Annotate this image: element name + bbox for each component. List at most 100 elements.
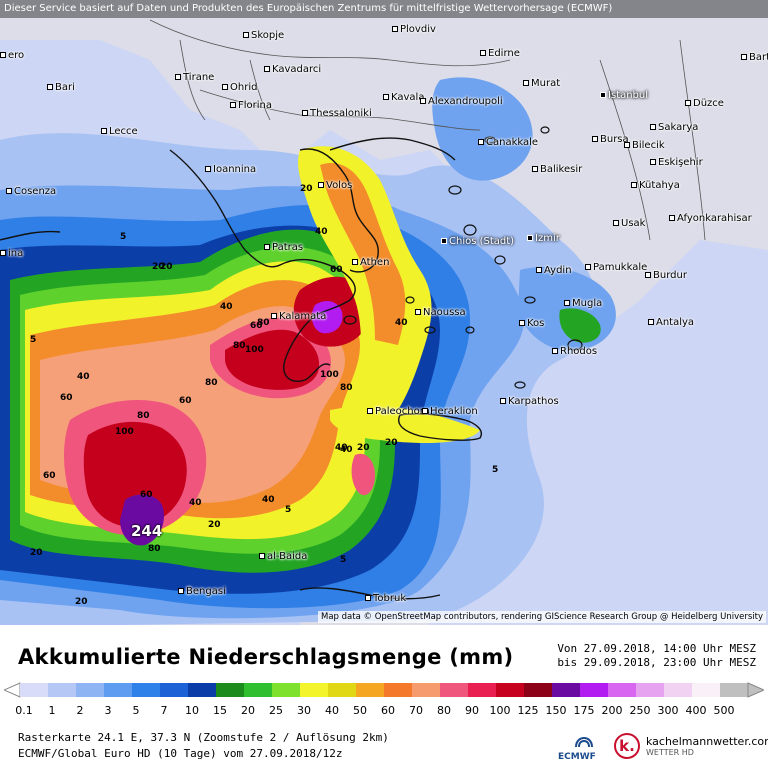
city-label: Patras [264,242,303,253]
ecmwf-icon [575,736,593,748]
city-label: Kos [519,318,544,329]
kachelmann-name: kachelmannwetter.com [646,735,768,748]
scale-swatch [412,683,440,697]
scale-swatch [692,683,720,697]
city-label: Tobruk [365,593,406,604]
raster-info: Rasterkarte 24.1 E, 37.3 N (Zoomstufe 2 … [18,731,389,744]
contour-label: 40 [77,372,90,382]
contour-label: 60 [250,321,263,331]
contour-label: 40 [262,495,275,505]
city-label: Bursa [592,134,629,145]
scale-tick-label: 0.1 [15,704,33,717]
scale-tick-label: 60 [381,704,395,717]
contour-label: 20 [160,262,173,272]
city-label: Sakarya [650,122,698,133]
scale-tick-label: 2 [76,704,84,717]
scale-swatch [160,683,188,697]
contour-label: 80 [233,341,246,351]
city-label: Karpathos [500,396,559,407]
contour-label: 40 [315,227,328,237]
contour-label: 20 [75,597,88,607]
city-label: Düzce [685,98,724,109]
scale-tick-label: 400 [685,704,707,717]
city-label: Mugla [564,298,602,309]
city-label: Heraklion [422,406,478,417]
city-label: Edirne [480,48,520,59]
contour-label: 60 [60,393,73,403]
contour-label: 20 [30,548,43,558]
city-label: Skopje [243,30,284,41]
scale-tick-label: 200 [601,704,623,717]
city-label: Burdur [645,270,687,281]
contour-label: 40 [395,318,408,328]
precipitation-map[interactable]: Dieser Service basiert auf Daten und Pro… [0,0,768,625]
scale-swatch [188,683,216,697]
city-label: Florina [230,100,272,111]
contour-label: 5 [340,555,347,565]
scale-tick-label: 15 [213,704,227,717]
max-precip-value: 244 [131,522,163,540]
scale-tick-label: 150 [545,704,567,717]
city-label: Rhodos [552,346,597,357]
scale-tick-label: 1 [48,704,56,717]
scale-swatch [328,683,356,697]
contour-label: 40 [335,443,348,453]
city-label: al-Baida [259,551,307,562]
scale-tick-label: 7 [160,704,168,717]
city-label: Usak [613,218,645,229]
city-label: ero [0,50,24,61]
ecmwf-label: ECMWF [558,752,596,762]
scale-tick-label: 300 [657,704,679,717]
scale-tick-label: 10 [185,704,199,717]
scale-tick-label: 175 [573,704,595,717]
city-label: Aydin [536,265,572,276]
color-scale-ticks: 0.1 1 2 3 5 7 10 15 20 25 30 40 50 60 70 80 90 100 125 150 1… [0,704,768,718]
period-to: bis 29.09.2018, 23:00 Uhr MESZ [557,656,756,669]
contour-label: 100 [320,370,339,380]
color-scale-bar [4,682,764,698]
contour-label: 60 [330,265,343,275]
kachelmann-k-icon: k. [614,733,640,759]
contour-label: 40 [189,498,202,508]
precip-field [0,0,768,625]
city-label: ina [0,248,23,259]
scale-tick-label: 100 [489,704,511,717]
data-source-banner: Dieser Service basiert auf Daten und Pro… [0,0,768,18]
city-label: Alexandroupoli [420,96,503,107]
contour-label: 60 [43,471,56,481]
city-label: Pamukkale [585,262,647,273]
contour-label: 100 [245,345,264,355]
city-label: Kavadarci [264,64,321,75]
legend-footer: Akkumulierte Niederschlagsmenge (mm) Von… [0,625,768,768]
city-label: Cosenza [6,186,56,197]
scale-swatch [20,683,48,697]
scale-tick-label: 25 [269,704,283,717]
scale-swatch [384,683,412,697]
scale-tick-label: 250 [629,704,651,717]
model-info: ECMWF/Global Euro HD (10 Tage) vom 27.09… [18,747,343,760]
contour-label: 80 [205,378,218,388]
contour-label: 20 [357,443,370,453]
scale-right-arrow [747,682,764,698]
contour-label: 20 [152,262,165,272]
ecmwf-logo[interactable]: ECMWF [558,735,608,763]
scale-swatch [76,683,104,697]
scale-swatch [356,683,384,697]
contour-label: 80 [137,411,150,421]
contour-label: 5 [285,505,292,515]
map-credit[interactable]: Map data © OpenStreetMap contributors, r… [318,611,766,623]
contour-label: 20 [385,438,398,448]
city-label: Izmir [527,233,560,244]
scale-swatch [216,683,244,697]
city-label: Bilecik [624,140,665,151]
scale-swatch [496,683,524,697]
city-label: Bari [47,82,75,93]
city-label: Chios (Stadt) [441,236,514,247]
city-label: Athen [352,257,389,268]
scale-swatch [636,683,664,697]
city-label: Plovdiv [392,24,436,35]
scale-tick-label: 125 [517,704,539,717]
city-label: Kalamata [271,311,326,322]
scale-swatch [440,683,468,697]
scale-swatch [300,683,328,697]
